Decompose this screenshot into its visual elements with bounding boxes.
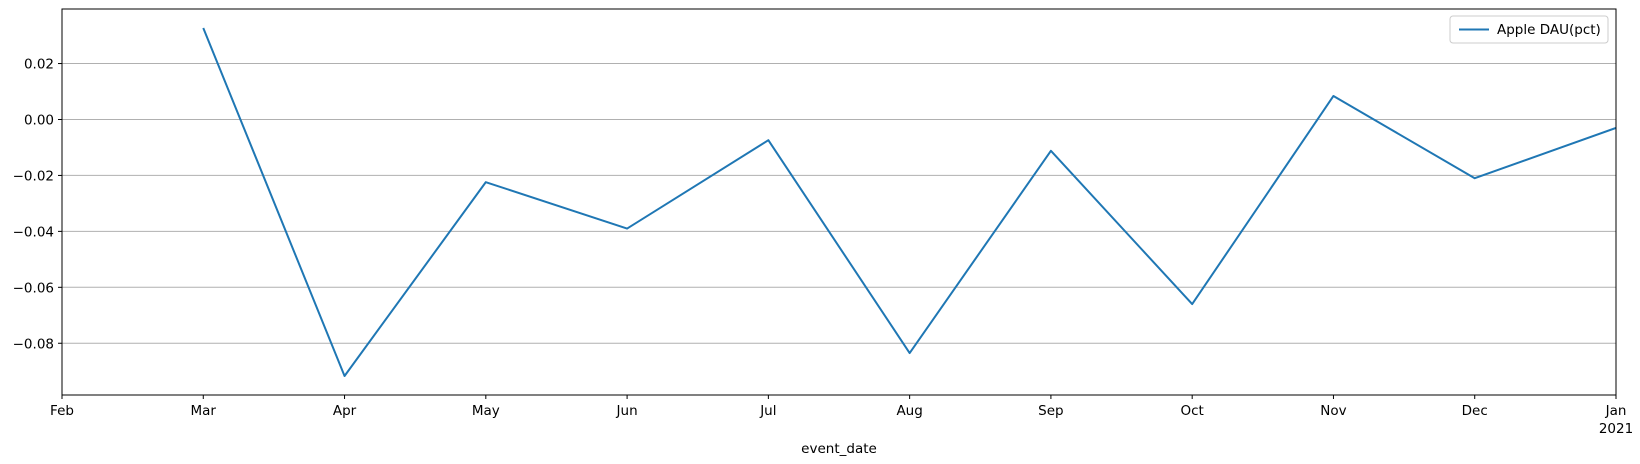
y-tick-label: 0.02 bbox=[24, 57, 54, 73]
x-axis: 2021 Feb Mar Apr May Jun Jul Aug Sep Oct Nov Dec Ja… bbox=[50, 395, 1633, 437]
y-tick-label: −0.06 bbox=[13, 280, 54, 296]
gridlines bbox=[62, 63, 1616, 344]
legend-label: Apple DAU(pct) bbox=[1497, 22, 1601, 38]
x-tick-year-label: 2021 bbox=[1599, 421, 1633, 437]
x-tick-label: Apr bbox=[333, 403, 357, 419]
x-tick-label: Jun bbox=[616, 403, 638, 419]
y-axis: 0.02 0.00 −0.02 −0.04 −0.06 −0.08 bbox=[13, 57, 62, 352]
x-tick-label: Aug bbox=[896, 403, 922, 419]
x-tick-label: Mar bbox=[191, 403, 217, 419]
x-tick-label: Sep bbox=[1038, 403, 1063, 419]
plot-frame bbox=[61, 8, 1617, 396]
series-layer bbox=[202, 27, 1617, 377]
x-tick-label: Nov bbox=[1320, 403, 1346, 419]
x-tick-label: Feb bbox=[50, 403, 74, 419]
legend-box bbox=[1449, 15, 1609, 44]
legend: Apple DAU(pct) bbox=[1449, 15, 1609, 44]
x-tick-label: Dec bbox=[1462, 403, 1488, 419]
y-tick-label: 0.00 bbox=[24, 112, 54, 128]
y-tick-label: −0.02 bbox=[13, 168, 54, 184]
y-tick-label: −0.08 bbox=[13, 336, 54, 352]
x-tick-label: Oct bbox=[1181, 403, 1204, 419]
y-tick-label: −0.04 bbox=[13, 224, 54, 240]
x-axis-title: event_date bbox=[801, 441, 877, 457]
x-tick-label: May bbox=[472, 403, 500, 419]
x-tick-label: Jul bbox=[759, 403, 776, 419]
x-tick-label: Jan bbox=[1605, 403, 1627, 419]
series-line bbox=[202, 27, 1617, 377]
